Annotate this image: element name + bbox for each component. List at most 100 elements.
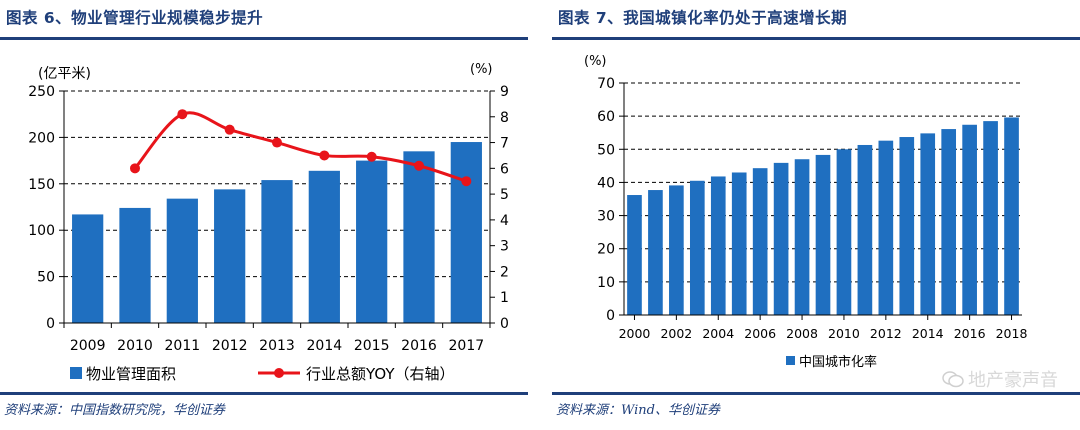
bar (119, 207, 151, 323)
legend-line-label: 行业总额YOY（右轴） (306, 365, 455, 383)
bar (627, 195, 642, 315)
watermark: 地产豪声音 (942, 366, 1058, 392)
bar (857, 144, 873, 315)
x-tick-label: 2002 (660, 326, 692, 341)
x-tick-label: 2012 (212, 338, 248, 354)
chart-panel-property-management: 图表 6、物业管理行业规模稳步提升 (亿平米) (%) 0 50 100 150 200 25… (0, 0, 528, 428)
footer-rule (552, 392, 1080, 395)
bar (72, 214, 104, 323)
bar (403, 151, 435, 323)
legend-line-marker (274, 368, 284, 378)
bar (962, 124, 977, 315)
chart-panel-urbanization: 图表 7、我国城镇化率仍处于高速增长期 (%) 0 10 20 30 40 50 60 70 20… (552, 0, 1080, 428)
bar (308, 170, 340, 323)
x-tick-label: 2000 (619, 326, 651, 341)
bar (356, 160, 388, 323)
bar (941, 129, 957, 315)
y-tick-label: 250 (28, 84, 55, 100)
yoy-point (224, 124, 235, 135)
x-tick-label: 2013 (259, 338, 295, 354)
bar (648, 190, 663, 315)
chart-title: 图表 6、物业管理行业规模稳步提升 (6, 9, 264, 27)
y-tick-label: 10 (597, 275, 615, 291)
y-axis-right-label: (%) (470, 62, 493, 77)
yoy-point (461, 176, 472, 187)
bar (899, 137, 915, 315)
y-axis-label: (%) (584, 54, 607, 69)
y-tick-label: 40 (597, 175, 615, 191)
x-tick-label: 2016 (401, 338, 437, 354)
title-rule (552, 37, 1080, 40)
x-tick-label: 2004 (702, 326, 734, 341)
y-tick-label: 0 (46, 316, 55, 332)
bar (731, 172, 747, 315)
bar (836, 149, 852, 315)
legend-bar-swatch (786, 356, 795, 365)
y-tick-label: 50 (37, 270, 55, 286)
bar (1004, 117, 1019, 316)
x-tick-label: 2010 (828, 326, 860, 341)
x-tick-label: 2010 (117, 338, 153, 354)
x-tick-label: 2012 (870, 326, 902, 341)
yoy-point (272, 137, 282, 148)
footer-rule (0, 392, 528, 395)
bar (689, 180, 705, 315)
title-rule (0, 37, 528, 40)
chat-bubble-icon (942, 371, 964, 388)
x-tick-label: 2006 (744, 326, 776, 341)
yoy-point (366, 151, 377, 162)
yoy-point (177, 109, 188, 120)
y-right-tick-label: 4 (500, 213, 509, 229)
legend-bar-label: 物业管理面积 (86, 365, 176, 383)
y-tick-label: 70 (597, 76, 615, 92)
yoy-point (130, 163, 140, 174)
bar (214, 189, 246, 323)
x-tick-label: 2014 (912, 326, 944, 341)
urbanization-chart-svg: (%) 0 10 20 30 40 50 60 70 2000 2002 2004 2006 2008 20… (584, 54, 1028, 370)
bar (166, 198, 198, 323)
y-right-tick-label: 8 (500, 110, 509, 126)
y-tick-label: 150 (28, 177, 55, 193)
y-right-tick-label: 5 (500, 187, 509, 203)
yoy-point (319, 150, 330, 161)
bar (450, 142, 482, 323)
y-right-tick-label: 3 (500, 239, 509, 255)
bar (983, 121, 998, 315)
y-tick-label: 0 (606, 308, 615, 324)
bar (815, 154, 831, 315)
y-tick-label: 50 (597, 142, 615, 158)
x-tick-label: 2008 (786, 326, 818, 341)
watermark-text: 地产豪声音 (968, 370, 1058, 391)
bar (261, 180, 293, 323)
x-tick-label: 2011 (165, 338, 201, 354)
y-right-tick-label: 0 (500, 316, 509, 332)
bar (920, 133, 936, 315)
chart-title: 图表 7、我国城镇化率仍处于高速增长期 (558, 9, 848, 27)
x-tick-label: 2015 (354, 338, 390, 354)
y-axis-label: (亿平米) (38, 66, 91, 82)
x-tick-label: 2014 (307, 338, 343, 354)
x-tick-label: 2009 (70, 338, 106, 354)
x-tick-label: 2018 (996, 326, 1028, 341)
y-right-tick-label: 9 (500, 84, 509, 100)
bar (710, 176, 726, 315)
y-tick-label: 200 (28, 130, 55, 146)
bar (669, 185, 684, 315)
bar (794, 159, 810, 315)
y-tick-label: 100 (28, 223, 55, 239)
y-right-tick-label: 6 (500, 161, 509, 177)
legend-bar-swatch (70, 367, 82, 379)
y-right-tick-label: 7 (500, 136, 509, 152)
x-tick-label: 2016 (954, 326, 986, 341)
y-tick-label: 60 (597, 109, 615, 125)
source-note: 资料来源：中国指数研究院，华创证券 (4, 403, 226, 418)
bar (878, 140, 894, 315)
source-note: 资料来源：Wind、华创证券 (556, 403, 720, 418)
yoy-point (414, 160, 424, 171)
bar (752, 168, 768, 315)
bar (773, 162, 789, 315)
y-right-tick-label: 2 (500, 264, 509, 280)
x-tick-label: 2017 (449, 338, 485, 354)
y-tick-label: 20 (597, 242, 615, 258)
property-chart-svg: (亿平米) (%) 0 50 100 150 200 250 0 1 2 3 4 5 6 7 8 9 2009 201… (28, 62, 509, 383)
